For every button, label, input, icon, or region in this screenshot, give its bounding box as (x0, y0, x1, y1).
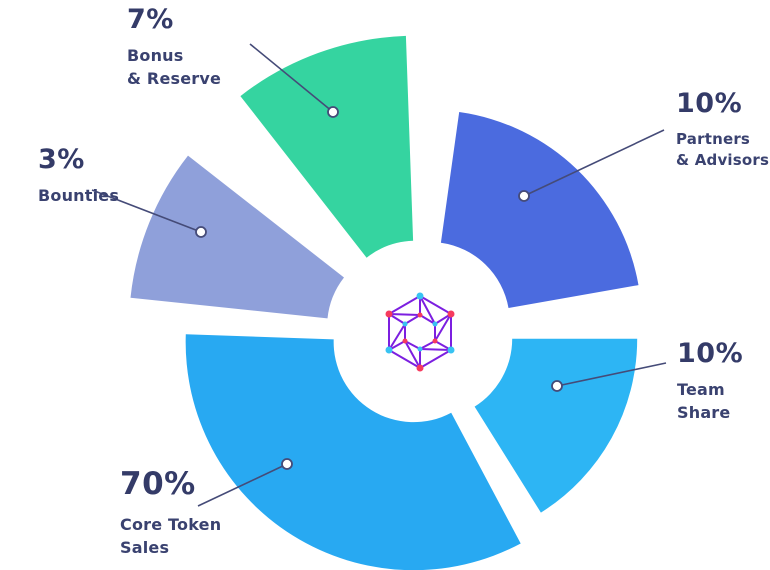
center-network-logo (385, 292, 455, 372)
marker-bounties (195, 226, 207, 238)
label-partners-advisors: 10% Partners & Advisors (676, 88, 769, 172)
pie-segment-bounties (130, 155, 344, 319)
leader-line-core-token-sales (197, 463, 288, 507)
pct-partners-advisors: 10% (676, 88, 743, 119)
name-bounties: Bounties (38, 186, 120, 205)
pct-core-token-sales: 70% (120, 466, 196, 502)
pct-bounties: 3% (38, 144, 85, 175)
leader-line-bounties (91, 189, 202, 233)
marker-bonus-reserve (327, 106, 339, 118)
marker-team-share (551, 380, 563, 392)
pie-segment-bonus-reserve (240, 35, 414, 258)
pie-segments-layer (130, 35, 639, 570)
logo-edges (388, 295, 452, 369)
pie-segment-core-token-sales (185, 334, 521, 570)
label-team-share: 10% Team Share (677, 338, 743, 424)
pie-segment-team-share (474, 338, 638, 513)
leader-line-partners-advisors (523, 129, 665, 197)
logo-nodes-red (385, 310, 455, 372)
marker-core-token-sales (281, 458, 293, 470)
name-partners-advisors: Partners & Advisors (676, 130, 770, 170)
leader-line-bonus-reserve (249, 43, 334, 113)
marker-partners-advisors (518, 190, 530, 202)
callout-lines-layer (91, 43, 667, 507)
name-core-token-sales: Core Token Sales (120, 515, 222, 557)
label-bonus-reserve: 7% Bonus & Reserve (127, 4, 221, 90)
pie-segment-partners-advisors (440, 112, 639, 308)
logo-nodes-cyan (385, 292, 455, 354)
name-bonus-reserve: Bonus & Reserve (127, 46, 222, 88)
pct-team-share: 10% (677, 338, 744, 369)
label-core-token-sales: 70% Core Token Sales (120, 466, 221, 559)
label-bounties: 3% Bounties (38, 144, 119, 208)
leader-line-team-share (556, 362, 667, 387)
pct-bonus-reserve: 7% (127, 4, 174, 35)
name-team-share: Team Share (677, 380, 731, 422)
